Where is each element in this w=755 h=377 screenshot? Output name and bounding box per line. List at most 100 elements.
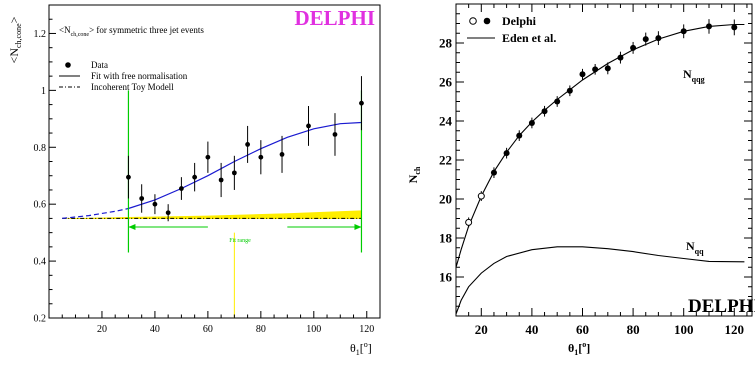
- right-x-tick-label: 20: [475, 322, 488, 337]
- filled-data-point: [490, 169, 497, 176]
- right-watermark: DELPHI: [688, 296, 755, 317]
- right-x-label-sub: 1: [574, 348, 578, 357]
- y-tick-label: 0.2: [34, 314, 47, 325]
- right-x-tick-label: 80: [627, 322, 640, 337]
- y-tick-label: 1.2: [34, 29, 47, 40]
- left-data-layer: [126, 76, 364, 222]
- right-annotation-nqq: Nqq: [686, 239, 704, 256]
- right-x-tick-label: 60: [576, 322, 589, 337]
- right-annotation-nqq-sub: qq: [695, 247, 704, 256]
- filled-data-point: [516, 132, 523, 139]
- left-plot-frame: [48, 4, 381, 319]
- filled-data-point: [528, 119, 535, 126]
- left-fit-range-label: Fit range: [229, 238, 251, 244]
- data-point: [192, 174, 198, 180]
- right-legend-label-eden: Eden et al.: [502, 31, 556, 45]
- right-axes-layer: 20 40 60 80 100 120 16 18 20 22 24 26 28: [439, 4, 752, 337]
- filled-data-point: [655, 35, 662, 42]
- x-tick-label: 40: [150, 324, 160, 335]
- data-point: [165, 210, 171, 216]
- right-x-tick-label: 40: [525, 322, 538, 337]
- right-y-label-sub: ch: [413, 166, 422, 175]
- right-y-tick-label: 28: [439, 36, 453, 51]
- data-point: [359, 100, 364, 106]
- filled-data-point: [604, 65, 611, 72]
- filled-data-point: [680, 28, 687, 35]
- x-tick-label: 80: [256, 324, 266, 335]
- data-point: [139, 196, 145, 201]
- right-x-tick-label: 120: [725, 322, 745, 337]
- filled-data-point: [541, 108, 548, 115]
- left-legend-label-fit: Fit with free normalisation: [91, 71, 188, 81]
- filled-data-point: [617, 54, 624, 61]
- filled-data-point: [592, 66, 599, 73]
- right-y-tick-label: 24: [439, 114, 453, 129]
- fit-curve-extrapolated: [62, 207, 129, 219]
- left-subtitle-sub: ch,cone: [71, 32, 90, 38]
- right-x-label-deg: o: [582, 340, 586, 349]
- right-annotation-nqq-main: N: [686, 239, 695, 253]
- x-tick-label: 20: [97, 324, 107, 335]
- data-point: [218, 177, 224, 183]
- data-point: [179, 186, 184, 191]
- left-subtitle-rest: > for symmetric three jet events: [89, 25, 204, 35]
- data-point: [258, 154, 264, 160]
- left-y-label-main: <N: [7, 48, 21, 64]
- right-legend-label-delphi: Delphi: [502, 14, 537, 28]
- right-legend-filled-marker-icon: [483, 17, 491, 25]
- filled-data-point: [642, 36, 649, 43]
- right-x-label-main: θ: [568, 341, 574, 355]
- right-data-layer: [465, 19, 738, 228]
- left-x-label-open: [: [360, 341, 364, 355]
- left-y-label-sub: ch,cone: [14, 23, 23, 48]
- right-y-tick-label: 26: [439, 75, 453, 90]
- toy-model-band: [62, 210, 362, 219]
- left-legend-marker-icon: [65, 62, 71, 68]
- data-point: [306, 123, 311, 129]
- y-tick-label: 0.6: [34, 200, 47, 211]
- left-x-label-sub: 1: [356, 348, 360, 357]
- right-annotation-nqqg-sub: qqg: [692, 75, 705, 84]
- filled-data-point: [566, 87, 573, 94]
- left-title: DELPHI: [294, 6, 375, 30]
- n-qq-curve: [455, 246, 745, 315]
- filled-data-point: [554, 98, 561, 105]
- filled-data-point: [731, 24, 738, 31]
- right-y-tick-label: 20: [439, 192, 452, 207]
- left-y-axis-label: <Nch,cone>: [7, 16, 23, 63]
- left-x-axis-label: θ1[o]: [350, 340, 372, 357]
- right-x-tick-label: 100: [674, 322, 694, 337]
- left-y-label-close: >: [7, 16, 21, 23]
- y-tick-label: 0.8: [34, 143, 47, 154]
- right-y-tick-label: 16: [439, 270, 453, 285]
- right-y-tick-label: 22: [439, 153, 452, 168]
- data-point: [126, 174, 131, 180]
- data-point: [332, 132, 338, 137]
- filled-data-point: [705, 23, 712, 30]
- right-x-axis-label: θ1[o]: [568, 340, 590, 357]
- data-point: [152, 201, 158, 207]
- left-x-label-main: θ: [350, 341, 356, 355]
- filled-data-point: [630, 44, 637, 51]
- y-tick-label: 0.4: [34, 257, 47, 268]
- right-x-label-close: ]: [586, 341, 590, 355]
- fit-range-arrowhead-right: [354, 223, 362, 230]
- right-legend-open-marker-icon: [469, 17, 477, 25]
- right-annotation-nqqg-main: N: [683, 67, 692, 81]
- x-tick-label: 120: [359, 324, 374, 335]
- left-band-layer: [62, 210, 362, 219]
- filled-data-point: [503, 150, 510, 157]
- right-plot-frame: [455, 3, 753, 317]
- right-y-tick-label: 18: [439, 231, 453, 246]
- fit-range-arrowhead-left: [128, 223, 136, 230]
- data-point: [205, 154, 211, 160]
- left-subtitle: <Nch,cone> for symmetric three jet event…: [59, 25, 204, 38]
- right-y-label-main: N: [406, 174, 420, 183]
- left-axes-layer: 20 40 60 80 100 120 0.2 0.4 0.6 0.8 1 1.2: [34, 18, 374, 335]
- open-data-point: [477, 192, 485, 200]
- left-legend-label-toy: Incoherent Toy Modell: [91, 82, 174, 92]
- x-tick-label: 60: [203, 324, 213, 335]
- left-x-label-close: ]: [368, 341, 372, 355]
- open-data-point: [465, 218, 473, 226]
